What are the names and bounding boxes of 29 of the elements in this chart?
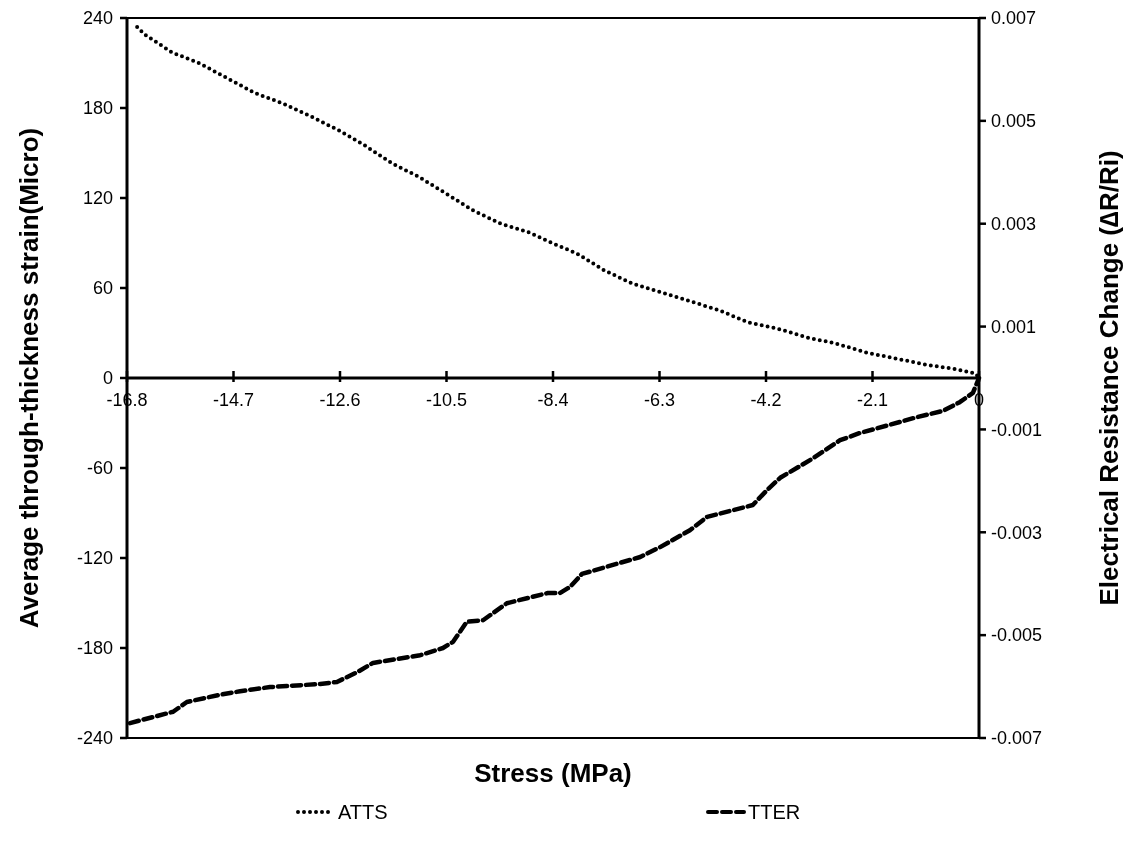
y-tick-label: -180 (76, 638, 113, 659)
y-tick-label: 240 (82, 8, 113, 29)
y2-tick-label: -0.003 (991, 522, 1043, 543)
y-tick-label: 120 (82, 188, 113, 209)
x-tick-label: -8.4 (537, 390, 569, 410)
x-tick-label: -4.2 (750, 390, 782, 410)
y-tick-label: -240 (76, 728, 113, 749)
y2-tick-label: -0.007 (991, 728, 1043, 749)
y-tick-label: 0 (102, 368, 113, 389)
legend-label: ATTS (338, 801, 388, 823)
x-tick-label: -2.1 (856, 390, 889, 410)
x-tick-label: -14.7 (212, 390, 255, 410)
y-tick-label: 60 (92, 278, 113, 299)
x-tick-label: -12.6 (319, 390, 361, 410)
y-tick-label: 180 (82, 98, 113, 119)
y2-tick-label: -0.001 (991, 419, 1043, 440)
x-tick-label: -10.5 (425, 390, 468, 410)
y2-tick-label: 0.005 (991, 111, 1037, 132)
x-axis-title: Stress (MPa) (474, 758, 632, 788)
y-tick-label: -60 (86, 458, 113, 479)
legend-label: TTER (748, 801, 801, 823)
y2-tick-label: 0.007 (991, 8, 1037, 29)
y2-tick-label: 0.003 (991, 214, 1037, 235)
y-tick-label: -120 (76, 548, 113, 569)
y2-tick-label: -0.005 (991, 625, 1043, 646)
y2-axis-title: Electrical Resistance Change (∆R/Ri) (1094, 150, 1124, 606)
x-tick-label: -6.3 (643, 390, 676, 410)
y-axis-title: Average through-thickness strain(Micro) (14, 127, 44, 629)
y2-tick-label: 0.001 (991, 316, 1037, 337)
